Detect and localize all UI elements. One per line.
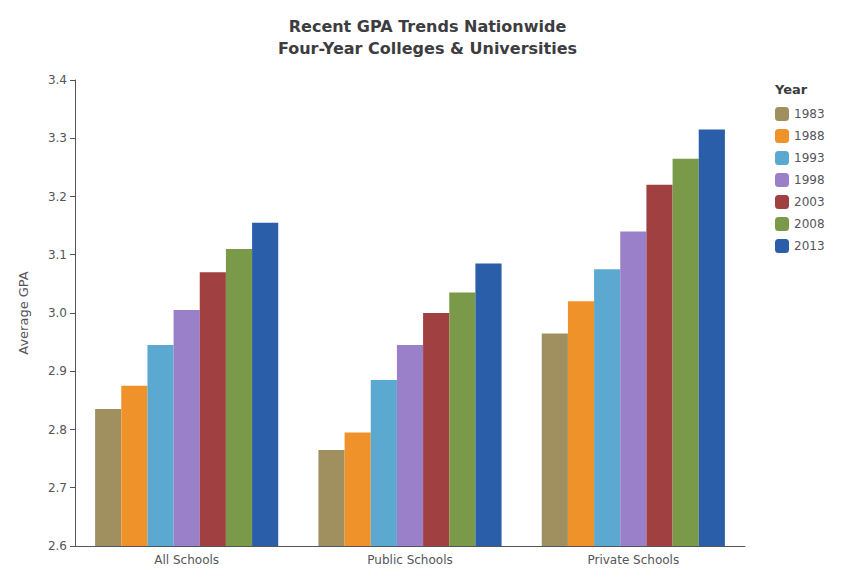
svg-text:2.8: 2.8 bbox=[48, 423, 67, 437]
svg-text:2003: 2003 bbox=[794, 195, 825, 209]
svg-text:Recent GPA Trends Nationwide: Recent GPA Trends Nationwide bbox=[289, 17, 567, 36]
svg-text:2013: 2013 bbox=[794, 239, 825, 253]
svg-text:2008: 2008 bbox=[794, 217, 825, 231]
svg-text:1998: 1998 bbox=[794, 173, 825, 187]
svg-text:Average GPA: Average GPA bbox=[16, 271, 31, 355]
svg-text:Private Schools: Private Schools bbox=[587, 553, 679, 567]
svg-text:1988: 1988 bbox=[794, 129, 825, 143]
svg-text:Four-Year Colleges & Universit: Four-Year Colleges & Universities bbox=[278, 39, 577, 58]
svg-text:2.7: 2.7 bbox=[48, 481, 67, 495]
svg-text:3.1: 3.1 bbox=[48, 248, 67, 262]
svg-text:3.3: 3.3 bbox=[48, 131, 67, 145]
svg-text:1983: 1983 bbox=[794, 107, 825, 121]
svg-text:2.6: 2.6 bbox=[48, 539, 67, 553]
svg-text:3.4: 3.4 bbox=[48, 73, 67, 87]
svg-text:All Schools: All Schools bbox=[154, 553, 219, 567]
svg-text:3.2: 3.2 bbox=[48, 190, 67, 204]
svg-text:Year: Year bbox=[774, 82, 808, 97]
svg-text:Public Schools: Public Schools bbox=[367, 553, 452, 567]
svg-text:3.0: 3.0 bbox=[48, 306, 67, 320]
svg-text:2.9: 2.9 bbox=[48, 364, 67, 378]
svg-text:1993: 1993 bbox=[794, 151, 825, 165]
